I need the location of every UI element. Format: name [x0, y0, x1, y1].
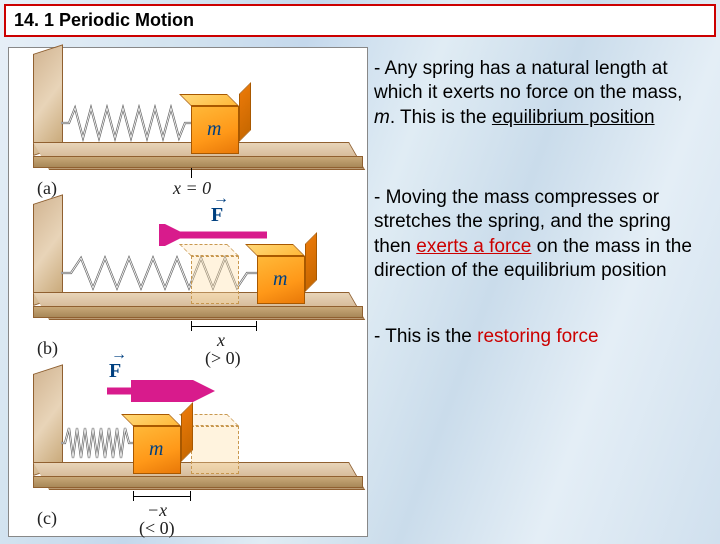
p1-text-b: . This is the — [390, 107, 492, 128]
force-label-b: F — [211, 204, 223, 227]
panel-b: m F x (> 0) (b) — [9, 198, 367, 368]
content: m x = 0 (a) — [0, 41, 720, 541]
diagram-column: m x = 0 (a) — [0, 41, 370, 541]
para-1: - Any spring has a natural length at whi… — [374, 57, 692, 130]
floor-front — [33, 306, 363, 318]
floor-front — [33, 156, 363, 168]
spring-compressed — [61, 424, 133, 464]
force-arrow-left — [159, 224, 269, 251]
section-header: 14. 1 Periodic Motion — [4, 4, 716, 37]
wall — [33, 194, 63, 306]
panel-a: m x = 0 (a) — [9, 48, 367, 198]
x-sign-c: (< 0) — [139, 518, 175, 539]
mass-side — [239, 82, 251, 142]
mass-side — [305, 232, 317, 292]
para-3: - This is the restoring force — [374, 325, 692, 349]
p1-text-a: - Any spring has a natural length at whi… — [374, 58, 682, 103]
force-label-c: F — [109, 360, 121, 383]
ghost-block — [191, 426, 239, 474]
wall — [33, 44, 63, 156]
x-bracket — [191, 326, 257, 327]
p3-text-a: - This is the — [374, 326, 477, 347]
mass-label: m — [149, 438, 163, 461]
header-title: 14. 1 Periodic Motion — [14, 10, 194, 30]
p1-equilibrium: equilibrium position — [492, 107, 655, 128]
floor-front — [33, 476, 363, 488]
p2-exerts: exerts a force — [416, 236, 531, 257]
panel-c: m F −x (< 0) (c) — [9, 368, 367, 538]
axis-label-a: x = 0 — [173, 178, 211, 199]
spring — [61, 104, 191, 144]
x-bracket-c — [133, 496, 191, 497]
para-2: - Moving the mass compresses or stretche… — [374, 186, 692, 283]
panel-b-label: (b) — [37, 338, 58, 359]
p3-restoring: restoring force — [477, 326, 598, 347]
wall — [33, 364, 63, 476]
p1-m: m — [374, 107, 390, 128]
panel-c-label: (c) — [37, 508, 57, 529]
force-arrow-right — [105, 380, 215, 407]
mass-label: m — [207, 118, 221, 141]
panel-a-label: (a) — [37, 178, 57, 199]
mass-label: m — [273, 268, 287, 291]
spring-diagram: m x = 0 (a) — [8, 47, 368, 537]
ghost-block — [191, 256, 239, 304]
tick-origin — [191, 168, 192, 178]
x-sign-b: (> 0) — [205, 348, 241, 369]
text-column: - Any spring has a natural length at whi… — [370, 41, 710, 541]
